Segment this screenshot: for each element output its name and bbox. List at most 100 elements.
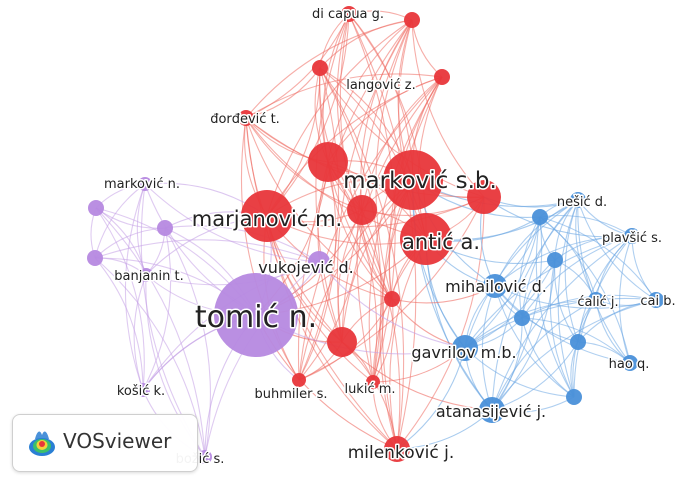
network-link: [494, 285, 575, 398]
node-kosic[interactable]: [136, 383, 150, 397]
network-link: [124, 183, 146, 391]
vosviewer-badge: VOSviewer: [12, 414, 198, 472]
node-label-lukic[interactable]: lukić m.: [343, 381, 397, 399]
node-unlabeled[interactable]: [547, 252, 563, 268]
node-label-djordjevic[interactable]: đorđević t.: [209, 111, 282, 129]
node-label-vukojevic[interactable]: vukojević d.: [257, 257, 355, 279]
node-label-markovicsb[interactable]: marković s.b.: [342, 167, 499, 196]
node-bozic[interactable]: [198, 450, 212, 464]
network-link: [577, 299, 657, 343]
node-nesic[interactable]: [570, 192, 586, 208]
network-link: [491, 299, 597, 411]
network-link: [368, 76, 443, 383]
node-djordjevic[interactable]: [238, 110, 254, 126]
node-unlabeled[interactable]: [341, 6, 357, 22]
network-link: [142, 227, 172, 391]
node-label-dicapua[interactable]: di capua g.: [310, 6, 385, 24]
network-link: [411, 19, 443, 78]
node-label-atanasijevic[interactable]: atanasijević j.: [434, 401, 547, 423]
node-label-plavsic[interactable]: plavšić s.: [600, 230, 663, 248]
network-link: [464, 347, 575, 398]
network-link: [491, 235, 633, 411]
node-label-gavrilov[interactable]: gavrilov m.b.: [410, 342, 518, 364]
node-unlabeled[interactable]: [157, 220, 173, 236]
network-link: [298, 196, 485, 381]
node-unlabeled[interactable]: [327, 327, 357, 357]
node-unlabeled[interactable]: [532, 209, 548, 225]
network-link: [396, 196, 485, 450]
network-link: [425, 238, 493, 411]
network-link: [396, 347, 466, 450]
network-link: [521, 199, 579, 319]
node-label-mihailovic[interactable]: mihailović d.: [444, 276, 549, 298]
network-link: [535, 216, 575, 398]
node-mihailovic[interactable]: [483, 274, 507, 298]
node-calic[interactable]: [588, 292, 604, 308]
node-label-antic[interactable]: antić a.: [400, 229, 481, 256]
node-marjanovic[interactable]: [241, 190, 293, 242]
node-label-langovic[interactable]: langović z.: [345, 77, 418, 95]
node-unlabeled[interactable]: [514, 310, 530, 326]
network-link: [521, 294, 657, 319]
node-label-calic[interactable]: ćalić j.: [576, 294, 620, 312]
node-caib[interactable]: [648, 292, 664, 308]
network-link: [348, 13, 427, 240]
node-antic[interactable]: [400, 213, 452, 265]
network-link: [319, 67, 405, 450]
network-link: [389, 238, 427, 450]
node-tomic[interactable]: [214, 273, 298, 357]
node-unlabeled[interactable]: [308, 142, 348, 182]
node-label-banjanin[interactable]: banjanin t.: [113, 268, 186, 286]
network-link: [319, 67, 393, 300]
network-link: [464, 297, 657, 349]
network-link: [298, 179, 414, 381]
network-link: [94, 183, 146, 259]
node-label-buhmiler[interactable]: buhmiler s.: [253, 386, 329, 404]
node-label-markovicn[interactable]: marković n.: [103, 176, 182, 194]
node-dicapua[interactable]: [404, 12, 420, 28]
node-unlabeled[interactable]: [347, 195, 377, 225]
network-link: [577, 199, 631, 364]
vosviewer-logo-icon: [29, 431, 55, 456]
network-link: [554, 259, 579, 343]
node-unlabeled[interactable]: [88, 200, 104, 216]
network-link: [577, 235, 633, 343]
node-plavsic[interactable]: [624, 228, 640, 244]
node-buhmiler[interactable]: [292, 373, 306, 387]
node-label-kosic[interactable]: košić k.: [115, 383, 166, 401]
node-vukojevic[interactable]: [308, 251, 330, 273]
network-link: [575, 199, 597, 301]
node-label-haoq[interactable]: hao q.: [607, 356, 651, 374]
network-link: [381, 76, 443, 450]
node-label-marjanovic[interactable]: marjanović m.: [190, 206, 343, 233]
node-unlabeled[interactable]: [87, 250, 103, 266]
network-link: [318, 261, 466, 349]
node-unlabeled[interactable]: [566, 389, 582, 405]
node-unlabeled[interactable]: [570, 334, 586, 350]
node-haoq[interactable]: [622, 355, 638, 371]
node-markovicsb[interactable]: [383, 150, 443, 210]
node-label-nesic[interactable]: nešić d.: [555, 194, 608, 212]
node-langovic[interactable]: [434, 69, 450, 85]
node-unlabeled[interactable]: [384, 291, 400, 307]
node-unlabeled[interactable]: [312, 60, 328, 76]
network-link: [481, 285, 496, 411]
network-link: [319, 67, 382, 383]
node-gavrilov[interactable]: [452, 335, 478, 361]
node-unlabeled[interactable]: [467, 180, 501, 214]
node-atanasijevic[interactable]: [479, 397, 505, 423]
node-markovicn[interactable]: [138, 177, 152, 191]
network-link: [483, 196, 633, 238]
node-label-milenkovic[interactable]: milenković j.: [346, 442, 456, 465]
node-label-tomic[interactable]: tomić n.: [193, 299, 318, 337]
network-link: [336, 13, 363, 211]
node-milenkovic[interactable]: [384, 436, 410, 462]
node-banjanin[interactable]: [139, 268, 153, 282]
network-link: [491, 259, 556, 411]
network-link: [521, 235, 633, 319]
network-link: [554, 235, 633, 261]
node-label-caib[interactable]: cai b.: [639, 293, 677, 311]
node-lukic[interactable]: [366, 375, 380, 389]
network-link: [94, 239, 320, 263]
